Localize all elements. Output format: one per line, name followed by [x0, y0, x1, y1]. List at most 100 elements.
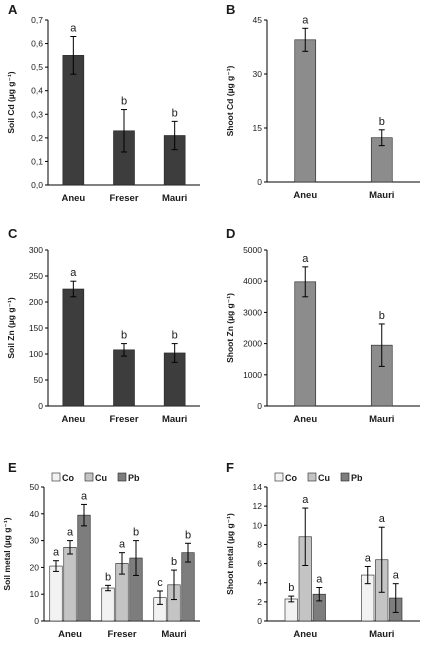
- panel-label: D: [226, 226, 235, 241]
- y-axis-label: Soil metal (µg g⁻¹): [2, 517, 12, 590]
- significance-letter: b: [172, 330, 178, 342]
- y-axis-label: Shoot metal (µg g⁻¹): [225, 513, 235, 595]
- y-tick-label: 20: [30, 562, 40, 572]
- significance-letter: a: [119, 539, 126, 551]
- x-category-label: Aneu: [293, 414, 317, 425]
- significance-letter: b: [171, 556, 177, 568]
- legend-label: Cu: [95, 473, 107, 483]
- y-tick-label: 4000: [243, 276, 262, 286]
- panel-label: B: [226, 2, 235, 17]
- significance-letter: b: [288, 582, 294, 594]
- panel-label: C: [8, 226, 18, 241]
- y-tick-label: 2: [257, 597, 262, 607]
- legend-swatch: [117, 472, 127, 482]
- significance-letter: a: [302, 494, 309, 506]
- x-category-label: Aneu: [61, 193, 85, 204]
- y-tick-label: 250: [29, 271, 43, 281]
- significance-letter: b: [379, 116, 385, 128]
- chart-panel-d: D 0 1000 2000 3000 4000 5000 Shoot Zn (µg g⁻¹) A…: [225, 226, 420, 425]
- significance-letter: c: [157, 577, 163, 589]
- significance-letter: a: [53, 547, 60, 559]
- x-category-label: Aneu: [293, 629, 317, 640]
- y-tick-label: 50: [30, 482, 40, 492]
- bar: [62, 55, 85, 186]
- y-tick-label: 0,5: [31, 62, 43, 72]
- significance-letter: a: [365, 552, 372, 564]
- y-tick-label: 100: [29, 349, 43, 359]
- bar: [62, 288, 85, 407]
- x-category-label: Freser: [109, 414, 138, 425]
- x-category-label: Mauri: [369, 629, 394, 640]
- panel-label: F: [226, 460, 234, 475]
- bar: [77, 514, 91, 622]
- bar: [49, 565, 63, 622]
- x-category-label: Mauri: [369, 190, 394, 201]
- y-tick-label: 0,0: [31, 180, 43, 190]
- y-tick-label: 15: [253, 123, 263, 133]
- y-tick-label: 14: [253, 482, 263, 492]
- y-axis-label: Shoot Cd (µg g⁻¹): [225, 65, 235, 136]
- bar: [294, 39, 317, 183]
- significance-letter: a: [70, 23, 77, 35]
- x-category-label: Mauri: [161, 629, 186, 640]
- y-tick-label: 40: [30, 509, 40, 519]
- y-tick-label: 0: [38, 401, 43, 411]
- significance-letter: b: [133, 527, 139, 539]
- y-tick-label: 0: [34, 616, 39, 626]
- y-tick-label: 0,1: [31, 156, 43, 166]
- chart-panel-f: F 0 2 4 6 8 10 12 14 Shoot metal (µg g⁻¹) Aneu b a a M…: [225, 460, 420, 640]
- significance-letter: b: [121, 330, 127, 342]
- y-tick-label: 0,2: [31, 133, 43, 143]
- y-tick-label: 300: [29, 245, 43, 255]
- y-tick-label: 4: [257, 578, 262, 588]
- significance-letter: a: [393, 570, 400, 582]
- significance-letter: a: [81, 490, 88, 502]
- y-tick-label: 0,7: [31, 15, 43, 25]
- y-tick-label: 0,3: [31, 109, 43, 119]
- x-category-label: Aneu: [293, 190, 317, 201]
- significance-letter: b: [379, 310, 385, 322]
- y-tick-label: 0: [257, 616, 262, 626]
- legend-label: Co: [62, 473, 74, 483]
- x-category-label: Freser: [107, 629, 136, 640]
- y-tick-label: 0: [257, 177, 262, 187]
- chart-panel-c: C 0 50 100 150 200 250 300 Soil Zn (µg g⁻¹) Aneu a…: [6, 226, 200, 425]
- significance-letter: b: [185, 529, 191, 541]
- y-tick-label: 2000: [243, 339, 262, 349]
- legend-swatch: [84, 472, 94, 482]
- significance-letter: b: [121, 96, 127, 108]
- bar: [63, 546, 77, 622]
- bar: [181, 552, 195, 622]
- significance-letter: a: [70, 267, 77, 279]
- significance-letter: a: [302, 14, 309, 26]
- x-category-label: Freser: [109, 193, 138, 204]
- legend-swatch: [274, 472, 284, 482]
- legend-swatch: [340, 472, 350, 482]
- y-tick-label: 30: [30, 536, 40, 546]
- legend-label: Co: [285, 473, 297, 483]
- y-axis-label: Shoot Zn (µg g⁻¹): [225, 293, 235, 363]
- y-tick-label: 0: [257, 401, 262, 411]
- significance-letter: a: [67, 527, 74, 539]
- legend-label: Cu: [318, 473, 330, 483]
- bar: [101, 587, 115, 622]
- legend-label: Pb: [128, 473, 140, 483]
- x-category-label: Mauri: [162, 193, 187, 204]
- y-tick-label: 0,6: [31, 39, 43, 49]
- x-category-label: Aneu: [61, 414, 85, 425]
- significance-letter: a: [302, 253, 309, 265]
- x-category-label: Mauri: [162, 414, 187, 425]
- y-tick-label: 200: [29, 297, 43, 307]
- chart-panel-b: B 0 15 30 45 Shoot Cd (µg g⁻¹) Aneu a Mauri b: [225, 2, 420, 201]
- y-tick-label: 0,4: [31, 86, 43, 96]
- significance-letter: b: [172, 107, 178, 119]
- bar: [113, 349, 135, 407]
- y-tick-label: 50: [34, 375, 44, 385]
- y-tick-label: 10: [30, 589, 40, 599]
- y-tick-label: 5000: [243, 245, 262, 255]
- significance-letter: b: [105, 571, 111, 583]
- chart-panel-a: A 0,0 0,1 0,2 0,3 0,4 0,5 0,6 0,7 Soil Cd (µg g⁻¹…: [6, 2, 200, 204]
- x-category-label: Aneu: [58, 629, 82, 640]
- legend-swatch: [307, 472, 317, 482]
